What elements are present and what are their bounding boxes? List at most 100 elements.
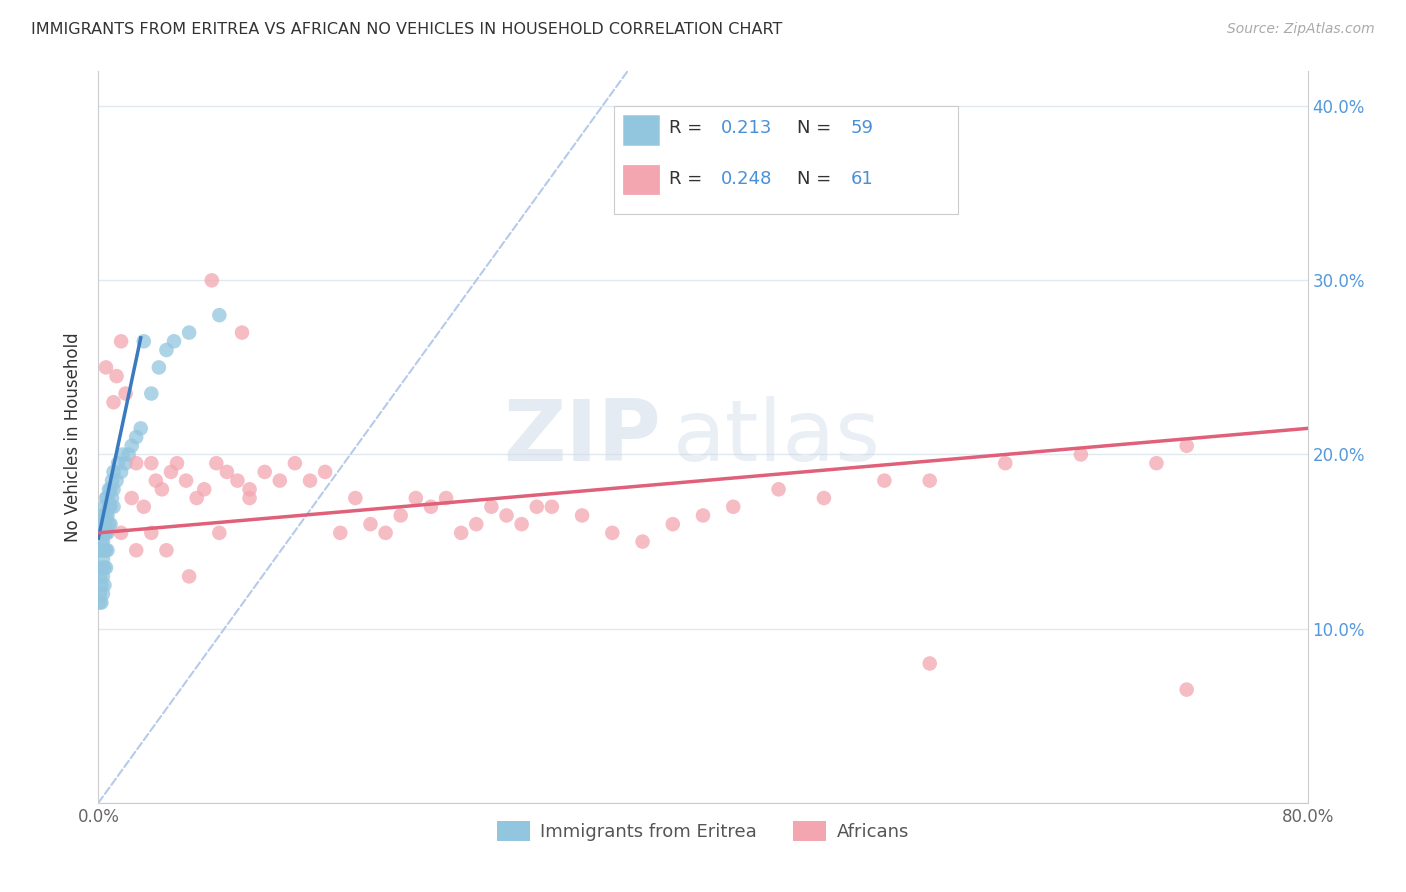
- Point: [90, 517, 112, 532]
- Point: [155, 543, 177, 558]
- Point: [160, 465, 183, 479]
- Y-axis label: No Vehicles in Household: No Vehicles in Household: [65, 332, 83, 542]
- Point: [231, 326, 253, 340]
- Point: [114, 386, 136, 401]
- Text: IMMIGRANTS FROM ERITREA VS AFRICAN NO VEHICLES IN HOUSEHOLD CORRELATION CHART: IMMIGRANTS FROM ERITREA VS AFRICAN NO VE…: [31, 22, 782, 37]
- Point: [813, 491, 835, 505]
- Point: [89, 587, 111, 601]
- Point: [465, 517, 488, 532]
- Point: [132, 334, 155, 349]
- Point: [208, 308, 231, 322]
- Point: [723, 500, 745, 514]
- Point: [110, 465, 132, 479]
- Point: [89, 543, 111, 558]
- Point: [105, 369, 128, 384]
- Point: [226, 474, 249, 488]
- Point: [239, 491, 262, 505]
- Point: [994, 456, 1017, 470]
- Point: [540, 500, 562, 514]
- Point: [374, 525, 396, 540]
- Point: [96, 543, 118, 558]
- Point: [450, 525, 472, 540]
- Point: [141, 386, 163, 401]
- Text: Source: ZipAtlas.com: Source: ZipAtlas.com: [1227, 22, 1375, 37]
- Point: [94, 525, 117, 540]
- Point: [174, 474, 197, 488]
- Point: [98, 500, 121, 514]
- Point: [110, 334, 132, 349]
- Point: [90, 560, 112, 574]
- Point: [150, 483, 173, 497]
- Point: [148, 360, 170, 375]
- Point: [96, 508, 118, 523]
- Point: [101, 474, 124, 488]
- Point: [602, 525, 624, 540]
- Point: [94, 360, 117, 375]
- Point: [329, 525, 352, 540]
- Point: [269, 474, 291, 488]
- Point: [526, 500, 548, 514]
- Point: [98, 483, 121, 497]
- Point: [91, 525, 114, 540]
- Point: [253, 465, 276, 479]
- Point: [96, 525, 118, 540]
- Text: 59: 59: [851, 120, 873, 137]
- Point: [344, 491, 367, 505]
- Point: [239, 483, 262, 497]
- Point: [918, 657, 941, 671]
- Point: [121, 439, 143, 453]
- Text: 0.213: 0.213: [721, 120, 772, 137]
- Point: [96, 491, 118, 505]
- Point: [94, 508, 117, 523]
- Point: [103, 500, 125, 514]
- Point: [768, 483, 790, 497]
- Text: ZIP: ZIP: [503, 395, 661, 479]
- Text: R =: R =: [669, 120, 709, 137]
- Point: [434, 491, 457, 505]
- Text: 0.248: 0.248: [721, 169, 772, 188]
- Point: [90, 534, 112, 549]
- Point: [299, 474, 322, 488]
- Point: [141, 525, 163, 540]
- Point: [125, 430, 148, 444]
- Point: [215, 465, 238, 479]
- Text: N =: N =: [797, 169, 838, 188]
- Point: [90, 578, 112, 592]
- Point: [93, 525, 115, 540]
- Point: [405, 491, 427, 505]
- Point: [118, 448, 141, 462]
- Point: [420, 500, 443, 514]
- Point: [208, 525, 231, 540]
- Point: [93, 578, 115, 592]
- Text: N =: N =: [797, 120, 838, 137]
- Point: [510, 517, 533, 532]
- Point: [661, 517, 683, 532]
- Point: [141, 456, 163, 470]
- Point: [193, 483, 215, 497]
- Point: [186, 491, 208, 505]
- Point: [125, 456, 148, 470]
- Point: [111, 448, 134, 462]
- Text: 61: 61: [851, 169, 873, 188]
- Point: [314, 465, 336, 479]
- Point: [94, 560, 117, 574]
- Point: [93, 560, 115, 574]
- Point: [389, 508, 412, 523]
- Point: [91, 587, 114, 601]
- Point: [89, 569, 111, 583]
- Point: [93, 517, 115, 532]
- Point: [94, 491, 117, 505]
- Point: [91, 508, 114, 523]
- Point: [155, 343, 177, 357]
- FancyBboxPatch shape: [623, 165, 659, 194]
- Point: [93, 543, 115, 558]
- Point: [1070, 448, 1092, 462]
- Point: [100, 517, 122, 532]
- Point: [163, 334, 186, 349]
- Text: atlas: atlas: [672, 395, 880, 479]
- Point: [481, 500, 503, 514]
- Point: [107, 456, 129, 470]
- FancyBboxPatch shape: [623, 115, 659, 145]
- Point: [91, 569, 114, 583]
- Point: [110, 525, 132, 540]
